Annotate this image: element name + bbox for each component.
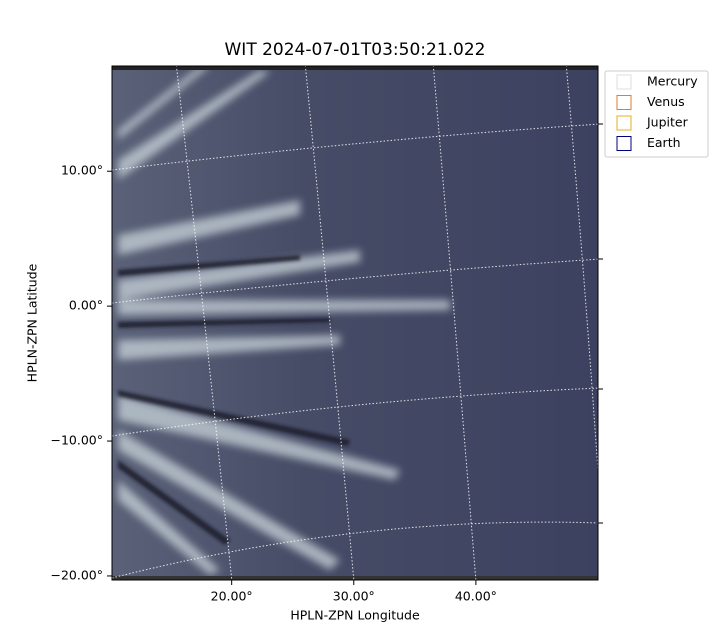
y-tick-label: 0.00° (69, 298, 103, 313)
legend-label: Earth (647, 135, 681, 150)
image (112, 66, 598, 580)
y-axis-label: HPLN-ZPN Latitude (25, 263, 40, 382)
legend-swatch (616, 95, 632, 110)
legend-label: Mercury (647, 74, 698, 89)
y-tick-label: −10.00° (50, 433, 103, 448)
legend-swatch (616, 136, 632, 151)
legend-box (604, 70, 709, 158)
x-tick-label: 40.00° (455, 589, 497, 604)
legend-swatch (616, 74, 632, 90)
y-tick-label: −20.00° (50, 567, 103, 582)
legend-swatch (616, 115, 632, 131)
legend-label: Venus (647, 94, 685, 109)
x-axis-label: HPLN-ZPN Longitude (290, 608, 420, 623)
x-tick-label: 20.00° (211, 589, 253, 604)
plot-frame (111, 65, 599, 581)
y-tick-label: 10.00° (61, 163, 103, 178)
chart-title: WIT 2024-07-01T03:50:21.022 (225, 40, 486, 60)
right-ticks (598, 123, 603, 524)
x-tick-label: 30.00° (333, 589, 375, 604)
legend-label: Jupiter (646, 115, 689, 130)
